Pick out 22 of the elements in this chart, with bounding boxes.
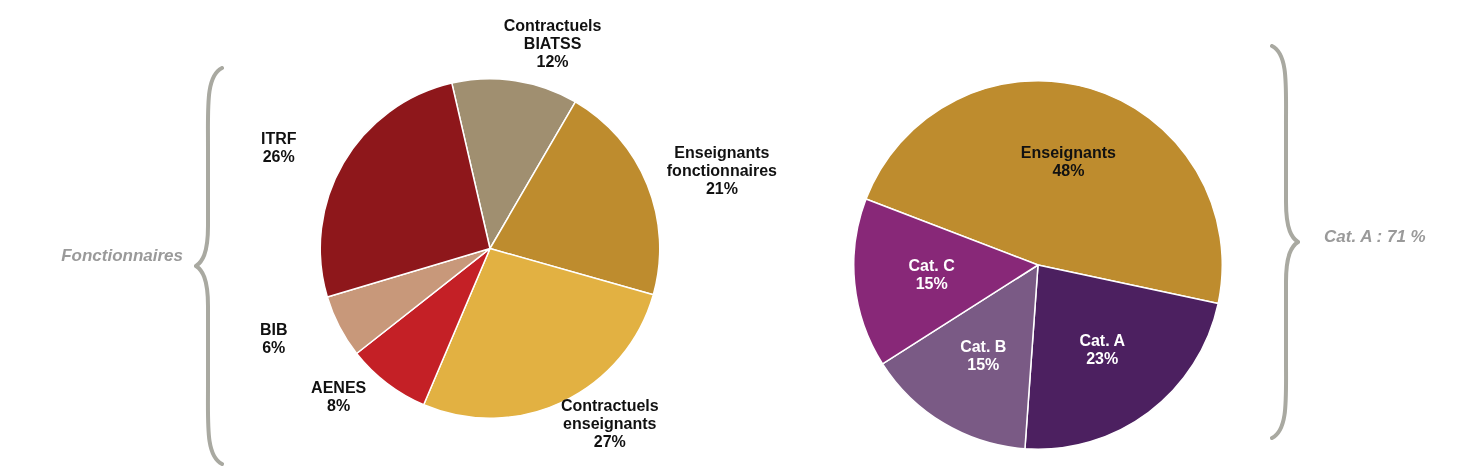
text: Fonctionnaires bbox=[61, 246, 183, 266]
slice-label: Contractuels enseignants bbox=[560, 397, 659, 433]
text: Cat. A : 71 % bbox=[1324, 227, 1426, 247]
data-label: 15% bbox=[967, 356, 1000, 374]
slice-label: Cat. B bbox=[960, 338, 1007, 356]
slice-label: Cat. A bbox=[1079, 331, 1126, 349]
data-label: 27% bbox=[593, 433, 626, 451]
slice-label: ITRF bbox=[260, 130, 297, 148]
slice-label: Cat. C bbox=[908, 257, 956, 275]
slice-label: BIB bbox=[260, 320, 288, 338]
data-label: 6% bbox=[262, 338, 286, 356]
data-label: 21% bbox=[705, 179, 738, 197]
data-label: 26% bbox=[262, 148, 295, 166]
data-label: 23% bbox=[1086, 349, 1119, 367]
data-label: 8% bbox=[327, 397, 351, 415]
data-label: 12% bbox=[536, 53, 569, 71]
slice-label: Enseignants bbox=[1020, 143, 1117, 161]
slice-label: AENES bbox=[311, 379, 367, 397]
slice-label: Contractuels BIATSS bbox=[503, 17, 602, 53]
data-label: 48% bbox=[1052, 161, 1085, 179]
slice-label: Enseignants fonctionnaires bbox=[666, 143, 778, 179]
data-label: 15% bbox=[915, 275, 948, 293]
